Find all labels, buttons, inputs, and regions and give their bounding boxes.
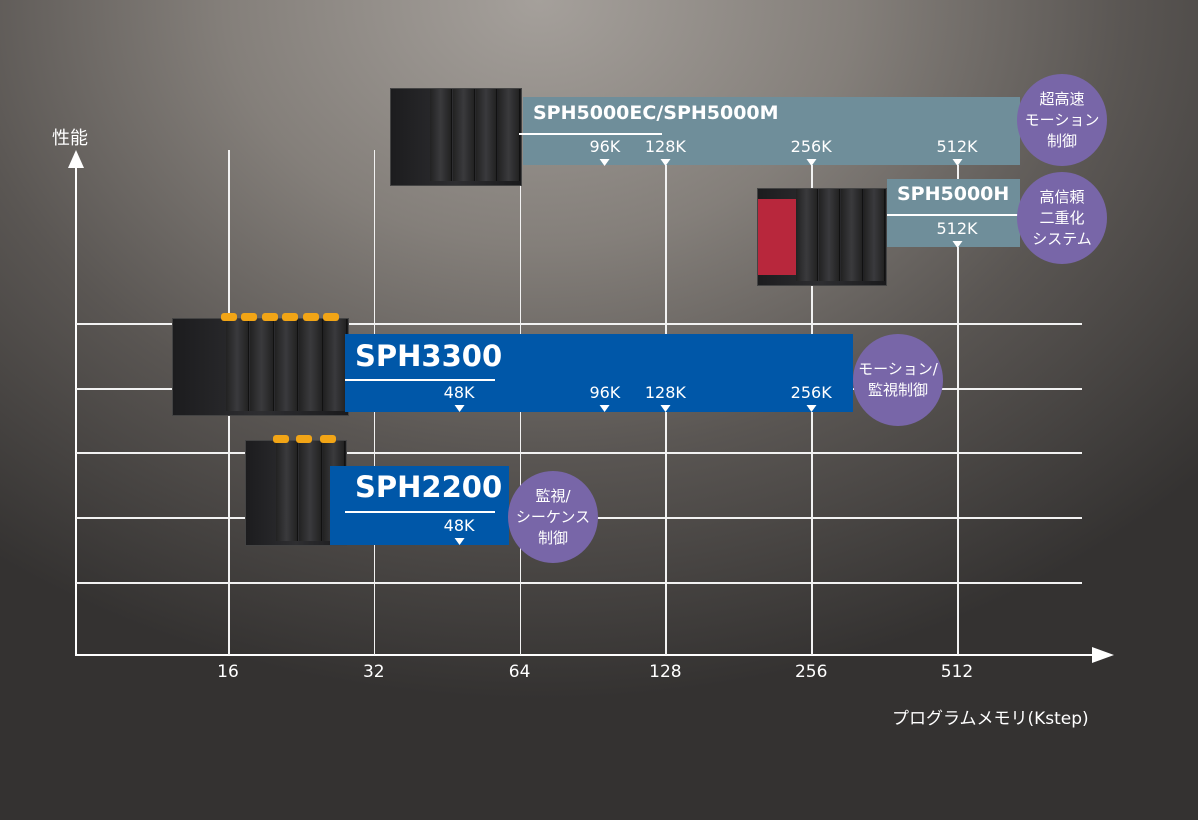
- series-bar: [887, 179, 1020, 247]
- memory-label: 48K: [443, 383, 475, 402]
- marker-triangle: [599, 405, 610, 412]
- series-name: SPH3300: [355, 339, 503, 373]
- memory-marker: 128K: [645, 383, 686, 412]
- product-module: [796, 189, 818, 281]
- product-image: [245, 440, 347, 546]
- category-badge: 高信頼 二重化 システム: [1017, 172, 1107, 264]
- x-axis: [76, 654, 1096, 656]
- memory-marker: 128K: [645, 137, 686, 166]
- product-cap: [273, 435, 289, 443]
- product-module: [250, 319, 274, 411]
- series-bar: [523, 97, 1020, 165]
- memory-marker: 96K: [589, 137, 620, 166]
- product-module: [225, 319, 249, 411]
- memory-label: 96K: [589, 383, 621, 402]
- product-cap: [302, 313, 319, 321]
- marker-triangle: [660, 405, 671, 412]
- product-image: [172, 318, 349, 416]
- x-tick-label: 256: [794, 662, 828, 682]
- grid-line-horizontal: [76, 323, 1082, 325]
- product-module: [323, 319, 347, 411]
- marker-triangle: [806, 405, 817, 412]
- category-badge: モーション/ 監視制御: [853, 334, 943, 426]
- product-module: [299, 441, 322, 541]
- marker-triangle: [660, 159, 671, 166]
- memory-label: 256K: [790, 383, 832, 402]
- marker-triangle: [952, 159, 962, 166]
- series-underline: [345, 379, 495, 381]
- x-tick-label: 512: [940, 662, 974, 682]
- y-axis-label: 性能: [52, 128, 88, 149]
- product-module: [430, 89, 452, 181]
- x-tick-label: 16: [217, 662, 239, 682]
- product-power-module: [758, 199, 797, 275]
- memory-marker: 256K: [791, 383, 832, 412]
- memory-marker: 48K: [444, 383, 475, 412]
- grid-line-horizontal: [76, 452, 1082, 454]
- product-module: [276, 441, 299, 541]
- product-cap: [323, 313, 340, 321]
- memory-marker: 512K: [936, 137, 978, 166]
- product-image: [390, 88, 522, 186]
- marker-triangle: [454, 538, 465, 545]
- memory-label: 48K: [443, 516, 475, 535]
- series-underline: [345, 511, 495, 513]
- category-badge: 監視/ シーケンス 制御: [508, 471, 598, 563]
- product-cap: [296, 435, 313, 443]
- series-underline: [519, 133, 662, 135]
- series-underline: [887, 214, 1020, 216]
- memory-label: 96K: [589, 137, 621, 156]
- product-module: [299, 319, 323, 411]
- series-name: SPH5000EC/SPH5000M: [533, 102, 779, 124]
- series-bar: [330, 466, 509, 545]
- product-module: [818, 189, 841, 281]
- product-image: [757, 188, 887, 286]
- marker-triangle: [806, 159, 817, 166]
- category-badge: 超高速 モーション 制御: [1017, 74, 1107, 166]
- product-cap: [221, 313, 237, 321]
- memory-label: 256K: [790, 137, 832, 156]
- x-axis-label: プログラムメモリ(Kstep): [892, 709, 1089, 729]
- marker-triangle: [454, 405, 465, 412]
- memory-label: 128K: [644, 383, 686, 402]
- product-module: [475, 89, 498, 181]
- product-module: [498, 89, 520, 181]
- product-cap: [241, 313, 258, 321]
- memory-label: 512K: [936, 137, 978, 156]
- series-bar: [345, 334, 853, 412]
- memory-marker: 512K: [936, 219, 978, 248]
- product-cap: [261, 313, 278, 321]
- x-axis-arrow: [1092, 647, 1114, 663]
- memory-label: 512K: [936, 219, 978, 238]
- series-name: SPH5000H: [897, 183, 1010, 205]
- series-name: SPH2200: [355, 470, 503, 504]
- grid-line-horizontal: [76, 582, 1082, 584]
- x-tick-label: 128: [649, 662, 682, 682]
- x-tick-label: 64: [508, 662, 531, 682]
- product-cap: [282, 313, 299, 321]
- memory-marker: 96K: [589, 383, 620, 412]
- marker-triangle: [952, 241, 962, 248]
- product-module: [863, 189, 885, 281]
- memory-label: 128K: [644, 137, 686, 156]
- y-axis: [75, 165, 77, 656]
- marker-triangle: [599, 159, 610, 166]
- product-module: [841, 189, 863, 281]
- memory-marker: 48K: [444, 516, 475, 545]
- grid-line-vertical: [957, 150, 959, 655]
- y-axis-arrow: [68, 150, 84, 168]
- product-module: [274, 319, 298, 411]
- memory-marker: 256K: [791, 137, 832, 166]
- product-module: [452, 89, 475, 181]
- x-tick-label: 32: [362, 662, 385, 682]
- product-cap: [319, 435, 336, 443]
